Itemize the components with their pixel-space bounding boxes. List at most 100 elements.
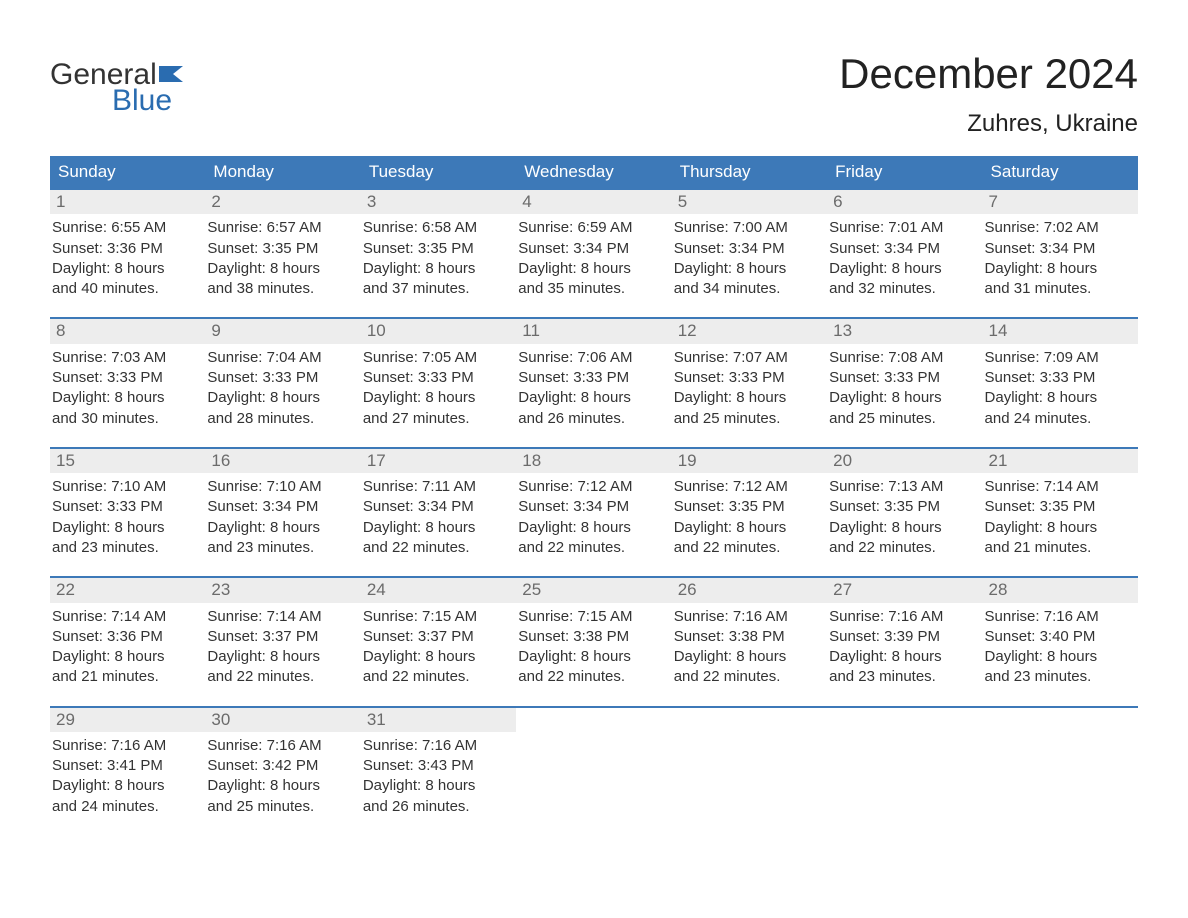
title-block: December 2024 Zuhres, Ukraine <box>839 50 1138 138</box>
day-cell: 8Sunrise: 7:03 AMSunset: 3:33 PMDaylight… <box>50 319 205 432</box>
day-sunset: Sunset: 3:36 PM <box>52 627 203 647</box>
day-cell: 17Sunrise: 7:11 AMSunset: 3:34 PMDayligh… <box>361 449 516 562</box>
day-cell: 4Sunrise: 6:59 AMSunset: 3:34 PMDaylight… <box>516 190 671 303</box>
day-sunrise: Sunrise: 7:16 AM <box>829 607 980 627</box>
weekday-wed: Wednesday <box>516 156 671 188</box>
day-sunrise: Sunrise: 6:59 AM <box>518 218 669 238</box>
day-sunrise: Sunrise: 7:14 AM <box>52 607 203 627</box>
day-sunset: Sunset: 3:35 PM <box>985 497 1136 517</box>
day-body: Sunrise: 7:14 AMSunset: 3:36 PMDaylight:… <box>50 603 205 692</box>
day-body: Sunrise: 6:57 AMSunset: 3:35 PMDaylight:… <box>205 214 360 303</box>
day-day1: Daylight: 8 hours <box>363 388 514 408</box>
day-sunrise: Sunrise: 7:00 AM <box>674 218 825 238</box>
day-sunset: Sunset: 3:42 PM <box>207 756 358 776</box>
day-day1: Daylight: 8 hours <box>674 518 825 538</box>
day-sunrise: Sunrise: 7:08 AM <box>829 348 980 368</box>
day-sunrise: Sunrise: 7:12 AM <box>674 477 825 497</box>
weekday-mon: Monday <box>205 156 360 188</box>
day-day1: Daylight: 8 hours <box>674 388 825 408</box>
day-body: Sunrise: 7:00 AMSunset: 3:34 PMDaylight:… <box>672 214 827 303</box>
day-sunrise: Sunrise: 7:10 AM <box>207 477 358 497</box>
day-day1: Daylight: 8 hours <box>52 259 203 279</box>
day-cell <box>516 708 671 821</box>
day-sunset: Sunset: 3:34 PM <box>829 239 980 259</box>
day-cell: 9Sunrise: 7:04 AMSunset: 3:33 PMDaylight… <box>205 319 360 432</box>
day-cell: 20Sunrise: 7:13 AMSunset: 3:35 PMDayligh… <box>827 449 982 562</box>
day-day1: Daylight: 8 hours <box>518 388 669 408</box>
day-sunrise: Sunrise: 7:05 AM <box>363 348 514 368</box>
day-body: Sunrise: 7:08 AMSunset: 3:33 PMDaylight:… <box>827 344 982 433</box>
day-body: Sunrise: 7:14 AMSunset: 3:35 PMDaylight:… <box>983 473 1138 562</box>
day-body: Sunrise: 7:04 AMSunset: 3:33 PMDaylight:… <box>205 344 360 433</box>
day-body: Sunrise: 7:09 AMSunset: 3:33 PMDaylight:… <box>983 344 1138 433</box>
day-day2: and 21 minutes. <box>52 667 203 687</box>
calendar: Sunday Monday Tuesday Wednesday Thursday… <box>50 156 1138 821</box>
day-number: 11 <box>516 319 671 343</box>
day-sunset: Sunset: 3:35 PM <box>363 239 514 259</box>
logo-word2: Blue <box>50 86 172 116</box>
day-cell: 2Sunrise: 6:57 AMSunset: 3:35 PMDaylight… <box>205 190 360 303</box>
day-day2: and 31 minutes. <box>985 279 1136 299</box>
day-cell: 11Sunrise: 7:06 AMSunset: 3:33 PMDayligh… <box>516 319 671 432</box>
day-body: Sunrise: 7:10 AMSunset: 3:33 PMDaylight:… <box>50 473 205 562</box>
day-cell: 14Sunrise: 7:09 AMSunset: 3:33 PMDayligh… <box>983 319 1138 432</box>
day-number: 21 <box>983 449 1138 473</box>
day-number: 14 <box>983 319 1138 343</box>
day-day2: and 22 minutes. <box>363 667 514 687</box>
week-row: 22Sunrise: 7:14 AMSunset: 3:36 PMDayligh… <box>50 576 1138 691</box>
day-sunset: Sunset: 3:40 PM <box>985 627 1136 647</box>
day-body: Sunrise: 7:12 AMSunset: 3:35 PMDaylight:… <box>672 473 827 562</box>
day-day2: and 26 minutes. <box>518 409 669 429</box>
day-number: 10 <box>361 319 516 343</box>
day-number-empty <box>672 708 827 732</box>
day-sunset: Sunset: 3:35 PM <box>829 497 980 517</box>
day-number: 19 <box>672 449 827 473</box>
day-number-empty <box>827 708 982 732</box>
day-day1: Daylight: 8 hours <box>829 518 980 538</box>
day-cell: 27Sunrise: 7:16 AMSunset: 3:39 PMDayligh… <box>827 578 982 691</box>
logo: General Blue <box>50 50 187 116</box>
weekday-sat: Saturday <box>983 156 1138 188</box>
day-number: 31 <box>361 708 516 732</box>
day-day2: and 23 minutes. <box>829 667 980 687</box>
day-cell: 31Sunrise: 7:16 AMSunset: 3:43 PMDayligh… <box>361 708 516 821</box>
day-number: 2 <box>205 190 360 214</box>
day-cell: 26Sunrise: 7:16 AMSunset: 3:38 PMDayligh… <box>672 578 827 691</box>
day-body: Sunrise: 7:13 AMSunset: 3:35 PMDaylight:… <box>827 473 982 562</box>
day-sunset: Sunset: 3:41 PM <box>52 756 203 776</box>
day-cell: 1Sunrise: 6:55 AMSunset: 3:36 PMDaylight… <box>50 190 205 303</box>
day-cell <box>672 708 827 821</box>
day-number: 29 <box>50 708 205 732</box>
day-day2: and 30 minutes. <box>52 409 203 429</box>
day-cell: 16Sunrise: 7:10 AMSunset: 3:34 PMDayligh… <box>205 449 360 562</box>
day-day1: Daylight: 8 hours <box>674 647 825 667</box>
day-cell: 28Sunrise: 7:16 AMSunset: 3:40 PMDayligh… <box>983 578 1138 691</box>
day-number: 18 <box>516 449 671 473</box>
day-day1: Daylight: 8 hours <box>985 388 1136 408</box>
weekday-fri: Friday <box>827 156 982 188</box>
day-day2: and 23 minutes. <box>52 538 203 558</box>
day-day1: Daylight: 8 hours <box>207 388 358 408</box>
day-sunrise: Sunrise: 7:06 AM <box>518 348 669 368</box>
day-cell <box>827 708 982 821</box>
day-sunset: Sunset: 3:34 PM <box>985 239 1136 259</box>
day-body: Sunrise: 7:07 AMSunset: 3:33 PMDaylight:… <box>672 344 827 433</box>
day-sunset: Sunset: 3:37 PM <box>363 627 514 647</box>
day-sunset: Sunset: 3:34 PM <box>518 239 669 259</box>
day-body: Sunrise: 7:16 AMSunset: 3:42 PMDaylight:… <box>205 732 360 821</box>
day-day1: Daylight: 8 hours <box>363 259 514 279</box>
day-sunrise: Sunrise: 6:58 AM <box>363 218 514 238</box>
day-number: 16 <box>205 449 360 473</box>
day-sunrise: Sunrise: 7:13 AM <box>829 477 980 497</box>
day-sunrise: Sunrise: 7:04 AM <box>207 348 358 368</box>
day-number: 28 <box>983 578 1138 602</box>
day-sunset: Sunset: 3:33 PM <box>52 497 203 517</box>
day-sunset: Sunset: 3:38 PM <box>518 627 669 647</box>
day-number: 30 <box>205 708 360 732</box>
day-day1: Daylight: 8 hours <box>52 518 203 538</box>
day-cell: 15Sunrise: 7:10 AMSunset: 3:33 PMDayligh… <box>50 449 205 562</box>
day-sunrise: Sunrise: 7:15 AM <box>363 607 514 627</box>
day-day1: Daylight: 8 hours <box>363 647 514 667</box>
day-sunrise: Sunrise: 7:14 AM <box>985 477 1136 497</box>
day-day2: and 24 minutes. <box>985 409 1136 429</box>
